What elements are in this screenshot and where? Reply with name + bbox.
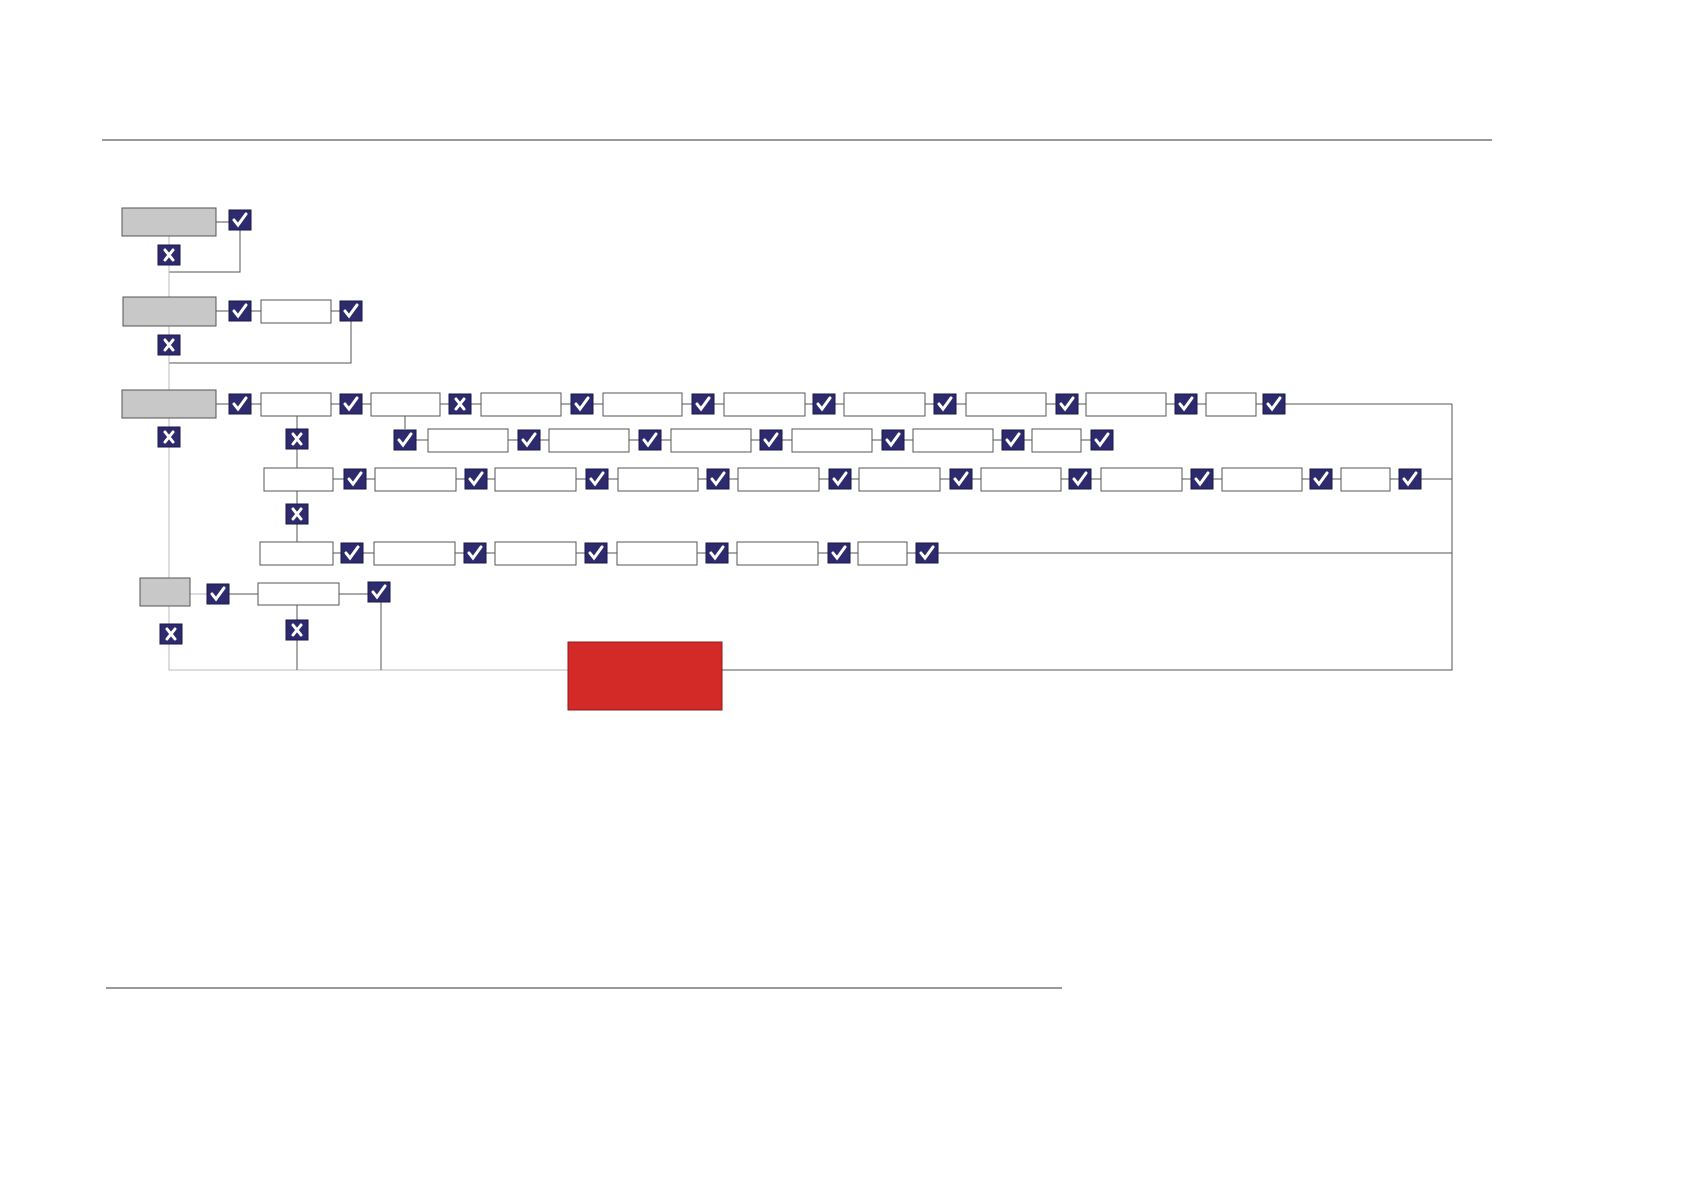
check-glyph <box>232 396 248 412</box>
step-box <box>373 541 456 566</box>
check-glyph <box>521 432 537 448</box>
step-box <box>122 296 217 327</box>
check-glyph <box>695 396 711 412</box>
step-box <box>617 467 699 492</box>
cross-glyph <box>163 430 175 444</box>
step-box <box>1100 467 1183 492</box>
end-box <box>567 641 723 711</box>
step-box <box>370 392 441 417</box>
step-box <box>737 467 820 492</box>
step-box <box>736 541 819 566</box>
check-glyph <box>919 545 935 561</box>
check-glyph <box>816 396 832 412</box>
step-box <box>257 582 340 606</box>
check-glyph <box>885 432 901 448</box>
cross-glyph <box>163 248 175 262</box>
check-glyph <box>1178 396 1194 412</box>
cross-glyph <box>291 432 303 446</box>
step-box <box>1085 392 1167 417</box>
check-glyph <box>344 545 360 561</box>
check-glyph <box>642 432 658 448</box>
check-glyph <box>937 396 953 412</box>
check-glyph <box>343 396 359 412</box>
connector <box>168 418 568 671</box>
check-glyph <box>467 545 483 561</box>
cross-glyph <box>454 397 466 411</box>
step-box <box>912 428 994 453</box>
cross-glyph <box>291 623 303 637</box>
step-box <box>480 392 562 417</box>
step-box <box>121 389 217 419</box>
check-glyph <box>232 212 248 228</box>
check-glyph <box>1005 432 1021 448</box>
check-glyph <box>1094 432 1110 448</box>
check-glyph <box>1313 471 1329 487</box>
check-glyph <box>1059 396 1075 412</box>
check-glyph <box>588 545 604 561</box>
connector <box>722 404 1453 671</box>
connectors <box>168 221 1453 671</box>
step-box <box>857 541 908 566</box>
check-glyph <box>1072 471 1088 487</box>
check-glyph <box>347 471 363 487</box>
step-box <box>260 299 332 324</box>
cross-glyph <box>163 338 175 352</box>
step-box <box>1031 428 1082 453</box>
check-glyph <box>832 471 848 487</box>
check-glyph <box>831 545 847 561</box>
connector <box>169 320 352 364</box>
step-box <box>616 541 698 566</box>
step-box <box>602 392 683 417</box>
check-glyph <box>1266 396 1282 412</box>
connector <box>169 230 241 273</box>
step-box <box>1340 467 1391 492</box>
step-box <box>121 207 217 237</box>
step-box <box>139 577 191 607</box>
step-box <box>858 467 941 492</box>
step-box <box>263 467 334 492</box>
check-glyph <box>343 303 359 319</box>
step-box <box>374 467 457 492</box>
step-box <box>791 428 873 453</box>
check-glyph <box>953 471 969 487</box>
step-box <box>670 428 752 453</box>
cross-glyph <box>165 627 177 641</box>
check-glyph <box>709 545 725 561</box>
check-glyph <box>468 471 484 487</box>
step-box <box>980 467 1062 492</box>
check-glyph <box>1402 471 1418 487</box>
check-glyph <box>397 432 413 448</box>
check-glyph <box>763 432 779 448</box>
step-box <box>843 392 926 417</box>
step-box <box>494 541 577 566</box>
step-box <box>494 467 577 492</box>
step-box <box>1205 392 1257 417</box>
cross-glyph <box>291 507 303 521</box>
check-glyph <box>710 471 726 487</box>
check-glyph <box>371 584 387 600</box>
check-glyph <box>589 471 605 487</box>
step-box <box>260 392 332 417</box>
step-box <box>723 392 806 417</box>
step-box <box>427 428 509 453</box>
step-box <box>965 392 1047 417</box>
check-glyph <box>1194 471 1210 487</box>
check-glyph <box>574 396 590 412</box>
step-box <box>548 428 630 453</box>
step-box <box>259 541 334 566</box>
check-glyph <box>210 586 226 602</box>
step-box <box>1221 467 1303 492</box>
check-glyph <box>232 303 248 319</box>
